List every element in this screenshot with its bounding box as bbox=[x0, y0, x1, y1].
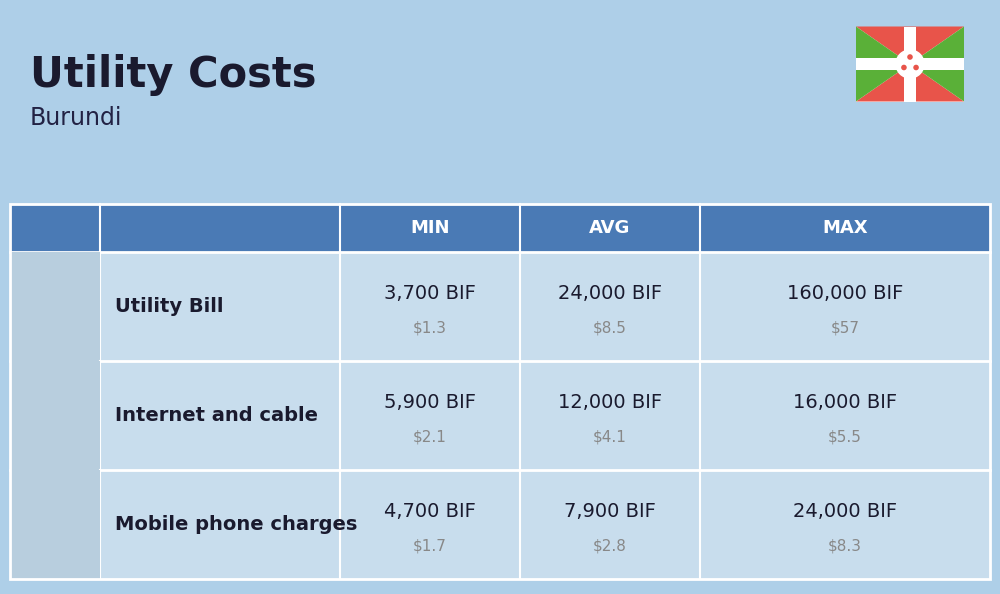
Text: 5,900 BIF: 5,900 BIF bbox=[384, 393, 476, 412]
FancyBboxPatch shape bbox=[10, 470, 990, 579]
Polygon shape bbox=[856, 27, 910, 102]
Polygon shape bbox=[910, 27, 964, 102]
FancyBboxPatch shape bbox=[856, 27, 964, 102]
FancyBboxPatch shape bbox=[10, 204, 990, 252]
Text: Utility Bill: Utility Bill bbox=[115, 297, 224, 316]
Text: 4,700 BIF: 4,700 BIF bbox=[384, 502, 476, 521]
Circle shape bbox=[901, 65, 907, 70]
FancyBboxPatch shape bbox=[10, 361, 990, 470]
FancyBboxPatch shape bbox=[856, 58, 964, 70]
Text: MAX: MAX bbox=[822, 219, 868, 237]
Text: 16,000 BIF: 16,000 BIF bbox=[793, 393, 897, 412]
Circle shape bbox=[896, 50, 924, 78]
Circle shape bbox=[913, 65, 919, 70]
FancyBboxPatch shape bbox=[10, 252, 990, 361]
Text: Utility Costs: Utility Costs bbox=[30, 54, 316, 96]
Text: $57: $57 bbox=[830, 321, 860, 336]
Text: 12,000 BIF: 12,000 BIF bbox=[558, 393, 662, 412]
Text: $8.5: $8.5 bbox=[593, 321, 627, 336]
Polygon shape bbox=[856, 64, 964, 102]
Text: Mobile phone charges: Mobile phone charges bbox=[115, 515, 357, 534]
Text: 7,900 BIF: 7,900 BIF bbox=[564, 502, 656, 521]
Text: $8.3: $8.3 bbox=[828, 539, 862, 554]
FancyBboxPatch shape bbox=[10, 361, 100, 470]
Text: $5.5: $5.5 bbox=[828, 430, 862, 445]
Text: MIN: MIN bbox=[410, 219, 450, 237]
Text: $4.1: $4.1 bbox=[593, 430, 627, 445]
Circle shape bbox=[907, 54, 913, 60]
FancyBboxPatch shape bbox=[10, 470, 100, 579]
Text: Internet and cable: Internet and cable bbox=[115, 406, 318, 425]
Polygon shape bbox=[856, 27, 964, 64]
Text: AVG: AVG bbox=[589, 219, 631, 237]
Text: $1.7: $1.7 bbox=[413, 539, 447, 554]
FancyBboxPatch shape bbox=[10, 252, 100, 361]
Text: $2.1: $2.1 bbox=[413, 430, 447, 445]
Text: $1.3: $1.3 bbox=[413, 321, 447, 336]
Text: 160,000 BIF: 160,000 BIF bbox=[787, 284, 903, 303]
Text: $2.8: $2.8 bbox=[593, 539, 627, 554]
FancyBboxPatch shape bbox=[904, 27, 916, 102]
Text: Burundi: Burundi bbox=[30, 106, 122, 130]
Text: 24,000 BIF: 24,000 BIF bbox=[793, 502, 897, 521]
Text: 24,000 BIF: 24,000 BIF bbox=[558, 284, 662, 303]
Text: 3,700 BIF: 3,700 BIF bbox=[384, 284, 476, 303]
